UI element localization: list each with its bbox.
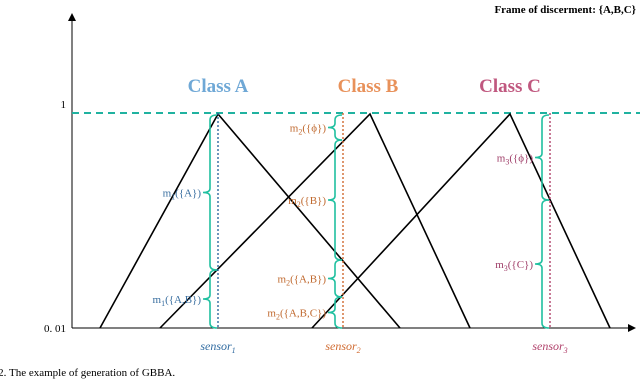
mass-argument: ({C})	[508, 259, 534, 271]
triangle-b	[159, 112, 471, 329]
sensor-label: sensor2	[325, 339, 360, 355]
mass-subscript: 2	[276, 313, 280, 322]
triangle-c	[311, 112, 611, 329]
mass-subscript: 2	[286, 279, 290, 288]
brace	[327, 259, 343, 298]
mass-subscript: 2	[298, 128, 302, 137]
mass-argument: ({A,B,C})	[280, 308, 326, 320]
sensor-label: sensor3	[532, 339, 567, 355]
mass-label: m2({A,B,C})	[267, 308, 326, 322]
mass-symbol: m	[290, 123, 299, 135]
mass-argument: ({A,B})	[165, 294, 201, 306]
mass-label: m2({A,B})	[278, 274, 327, 288]
mass-argument: ({A})	[175, 188, 201, 200]
brace	[327, 114, 343, 141]
mass-argument: ({B})	[301, 195, 327, 207]
mass-label: m2({ϕ})	[290, 123, 327, 137]
brace	[534, 199, 550, 329]
mass-argument: ({ϕ})	[302, 123, 326, 135]
mass-symbol: m	[278, 274, 287, 286]
mass-label: m3({ϕ})	[497, 153, 534, 167]
mass-symbol: m	[267, 308, 276, 320]
class-label: Class B	[338, 76, 399, 97]
mass-subscript: 1	[171, 193, 175, 202]
sensor-name: sensor	[200, 339, 232, 353]
mass-label: m1({A,B})	[153, 294, 202, 308]
mass-symbol: m	[497, 153, 506, 165]
mass-symbol: m	[288, 195, 297, 207]
sensor-subscript: 3	[563, 346, 568, 355]
mass-symbol: m	[163, 188, 172, 200]
mass-argument: ({ϕ})	[509, 153, 533, 165]
mass-label: m2({B})	[288, 195, 326, 209]
mass-label: m3({C})	[495, 259, 533, 273]
mass-symbol: m	[153, 294, 162, 306]
mass-subscript: 1	[161, 299, 165, 308]
brace	[327, 139, 343, 261]
mass-argument: ({A,B})	[290, 274, 326, 286]
sensor-label: sensor1	[200, 339, 235, 355]
mass-label: m1({A})	[163, 188, 202, 202]
brace	[202, 269, 218, 329]
brace	[202, 114, 218, 271]
caption: Fig. 2. The example of generation of GBB…	[0, 367, 175, 379]
mass-symbol: m	[495, 259, 504, 271]
brace	[327, 296, 343, 329]
class-label: Class C	[479, 76, 541, 97]
mass-subscript: 3	[504, 264, 508, 273]
class-label: Class A	[188, 76, 249, 97]
axis-top-label: 1	[61, 99, 67, 111]
axis-bottom-label: 0. 01	[44, 323, 66, 335]
triangle-a	[99, 112, 401, 329]
sensor-subscript: 2	[357, 346, 361, 355]
mass-subscript: 3	[505, 158, 509, 167]
sensor-name: sensor	[325, 339, 357, 353]
sensor-name: sensor	[532, 339, 564, 353]
sensor-subscript: 1	[232, 346, 236, 355]
mass-subscript: 2	[297, 200, 301, 209]
brace	[534, 114, 550, 201]
frame-title: Frame of discerment: {A,B,C}	[494, 4, 636, 16]
